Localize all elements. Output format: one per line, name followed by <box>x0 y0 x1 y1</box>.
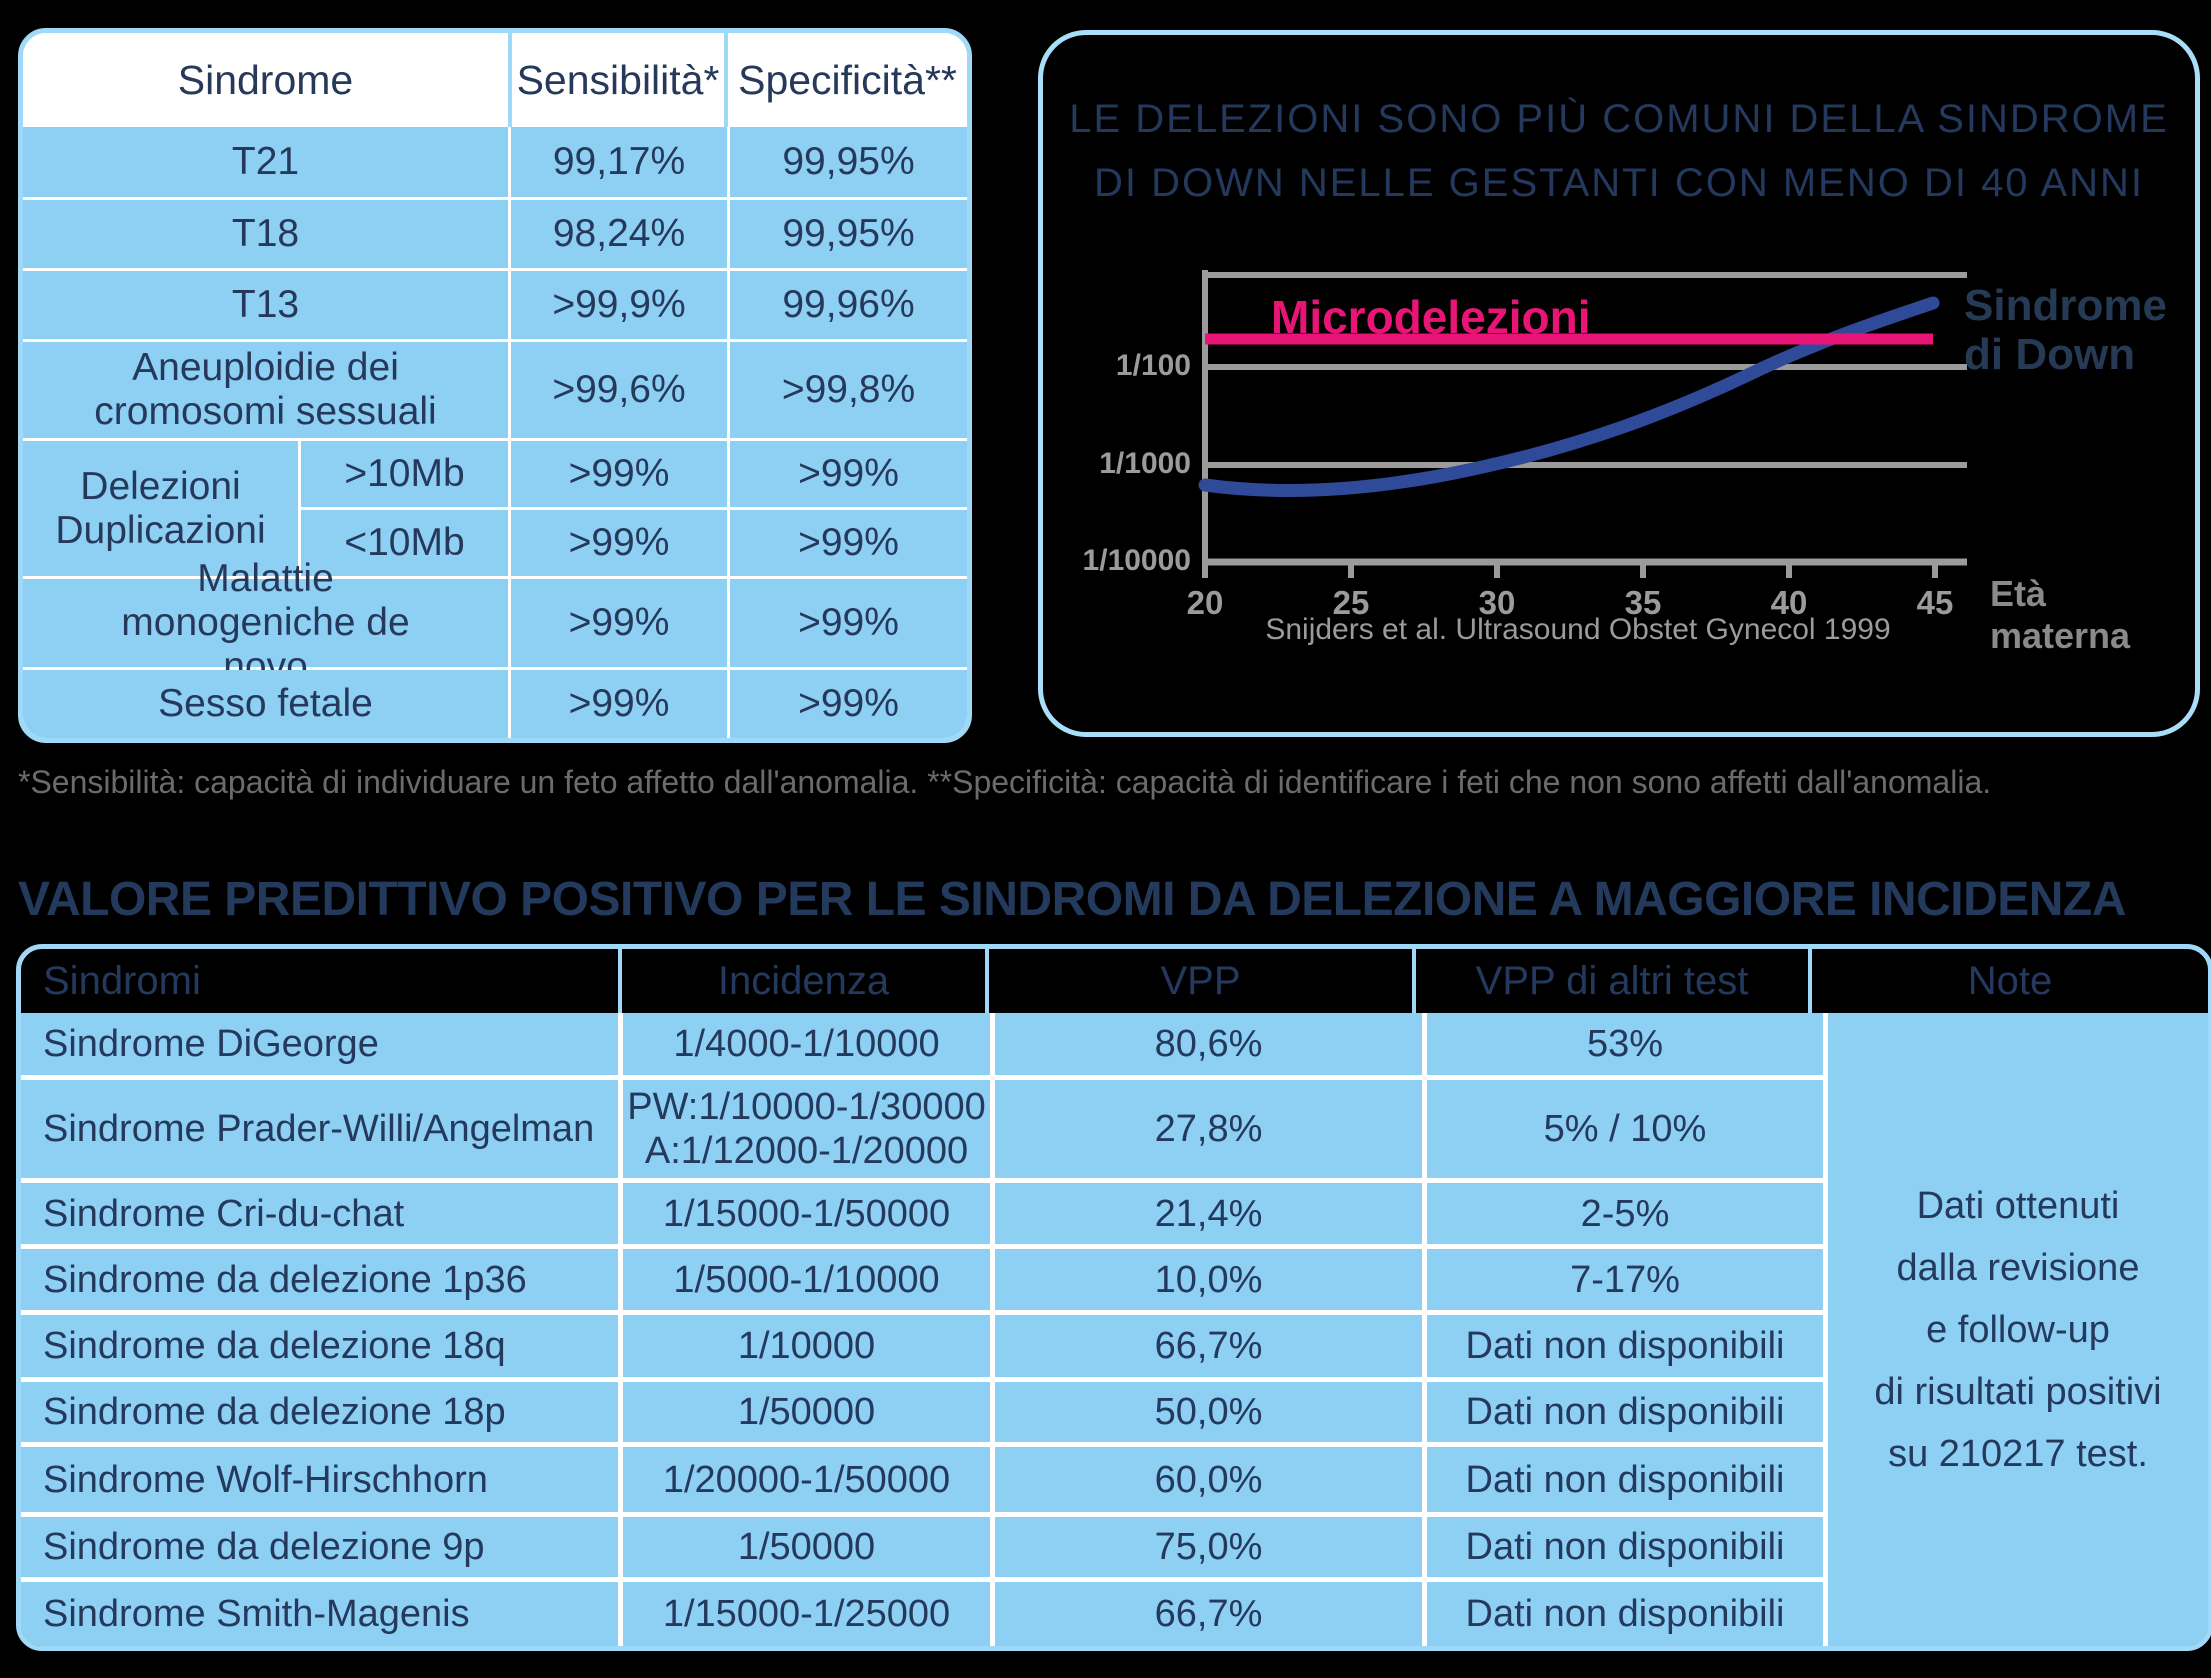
vpp-row-sindrome: Sindrome DiGeorge <box>21 1013 618 1075</box>
chart-panel: LE DELEZIONI SONO PIÙ COMUNI DELLA SINDR… <box>1038 30 2200 737</box>
vpp-row-vpp-altri: Dati non disponibili <box>1427 1447 1823 1512</box>
row-monogeniche-label: Malattie monogeniche de novo <box>23 557 508 688</box>
chart-title: LE DELEZIONI SONO PIÙ COMUNI DELLA SINDR… <box>1069 97 2169 205</box>
vpp-row-vpp: 21,4% <box>995 1183 1422 1244</box>
vpp-row-vpp-altri: 5% / 10% <box>1427 1080 1823 1178</box>
row-t13-label: T13 <box>23 271 508 339</box>
vpp-row-sindrome: Sindrome Cri-du-chat <box>21 1183 618 1244</box>
vpp-row-incidenza: 1/50000 <box>623 1382 990 1442</box>
x-tick-40: 40 <box>1770 584 1808 621</box>
vpp-row-incidenza: 1/4000-1/10000 <box>623 1013 990 1075</box>
row-t13-sens: >99,9% <box>511 271 727 339</box>
x-tick-20: 20 <box>1186 584 1224 621</box>
vpp-row-vpp: 66,7% <box>995 1582 1422 1646</box>
row-aneuploidie-label: Aneuploidie dei cromosomi sessuali <box>23 342 508 438</box>
row-t21-label: T21 <box>23 127 508 197</box>
vpp-row-vpp: 27,8% <box>995 1080 1422 1178</box>
vpp-row-vpp-altri: 53% <box>1427 1013 1823 1075</box>
vpp-row-incidenza: 1/5000-1/10000 <box>623 1249 990 1310</box>
vpp-row-sindrome: Sindrome da delezione 18p <box>21 1382 618 1442</box>
deletion-gt10mb-sens: >99% <box>511 441 727 507</box>
deletion-lt10mb-size: <10Mb <box>301 510 508 576</box>
screening-table-body: T21 99,17% 99,95% T18 98,24% 99,95% T13 … <box>23 127 967 738</box>
vpp-row-sindrome: Sindrome da delezione 18q <box>21 1315 618 1377</box>
x-tick-45: 45 <box>1916 584 1954 621</box>
vpp-row-sindrome: Sindrome da delezione 1p36 <box>21 1249 618 1310</box>
vpp-row-vpp-altri: Dati non disponibili <box>1427 1315 1823 1377</box>
vpp-row-incidenza: 1/20000-1/50000 <box>623 1447 990 1512</box>
down-syndrome-series-label: Sindrome di Down <box>1964 281 2167 379</box>
vpp-row-incidenza: 1/10000 <box>623 1315 990 1377</box>
note-cell: Dati ottenuti dalla revisione e follow-u… <box>1828 1013 2208 1646</box>
vpp-row-sindrome: Sindrome Prader-Willi/Angelman <box>21 1080 618 1178</box>
vpp-row-vpp-altri: Dati non disponibili <box>1427 1517 1823 1577</box>
deletion-gt10mb-size: >10Mb <box>301 441 508 507</box>
vpp-header-note: Note <box>1808 949 2208 1013</box>
row-monogeniche-sens: >99% <box>511 579 727 667</box>
vpp-header-incidenza: Incidenza <box>618 949 985 1013</box>
x-tick-35: 35 <box>1624 584 1662 621</box>
vpp-row-incidenza: 1/15000-1/50000 <box>623 1183 990 1244</box>
row-t21-sens: 99,17% <box>511 127 727 197</box>
row-sesso-sens: >99% <box>511 670 727 738</box>
row-t21-spec: 99,95% <box>730 127 967 197</box>
header-sindrome: Sindrome <box>177 56 354 103</box>
deletion-lt10mb-spec: >99% <box>730 510 967 576</box>
vpp-row-vpp-altri: 2-5% <box>1427 1183 1823 1244</box>
y-tick-1-100: 1/100 <box>1115 349 1191 382</box>
row-t13-spec: 99,96% <box>730 271 967 339</box>
vpp-row-sindrome: Sindrome da delezione 9p <box>21 1517 618 1577</box>
vpp-row-sindrome: Sindrome Wolf-Hirschhorn <box>21 1447 618 1512</box>
vpp-table-header: Sindromi Incidenza VPP VPP di altri test… <box>21 949 2208 1013</box>
row-t18-spec: 99,95% <box>730 200 967 268</box>
vpp-header-sindromi: Sindromi <box>43 958 201 1003</box>
row-sesso-label: Sesso fetale <box>23 670 508 738</box>
x-tick-25: 25 <box>1332 584 1370 621</box>
screening-table-header: Sindrome Sensibilità* Specificità** <box>23 33 967 127</box>
vpp-header-vpp-altri: VPP di altri test <box>1412 949 1808 1013</box>
vpp-row-sindrome: Sindrome Smith-Magenis <box>21 1582 618 1646</box>
vpp-row-vpp-altri: Dati non disponibili <box>1427 1382 1823 1442</box>
footnote: *Sensibilità: capacità di individuare un… <box>18 764 1992 800</box>
vpp-row-vpp: 50,0% <box>995 1382 1422 1442</box>
vpp-row-incidenza: PW:1/10000-1/30000 A:1/12000-1/20000 <box>623 1080 990 1178</box>
vpp-row-vpp: 60,0% <box>995 1447 1422 1512</box>
risk-chart <box>1198 270 1967 578</box>
vpp-row-vpp: 80,6% <box>995 1013 1422 1075</box>
vpp-row-vpp: 75,0% <box>995 1517 1422 1577</box>
deletion-gt10mb-spec: >99% <box>730 441 967 507</box>
vpp-table: Sindromi Incidenza VPP VPP di altri test… <box>16 944 2211 1651</box>
vpp-header-vpp: VPP <box>985 949 1412 1013</box>
vpp-row-vpp-altri: 7-17% <box>1427 1249 1823 1310</box>
deletion-duplication-label: Delezioni Duplicazioni <box>23 441 298 576</box>
vpp-table-body: Dati ottenuti dalla revisione e follow-u… <box>21 1013 2208 1646</box>
header-sensibilita: Sensibilità* <box>508 33 724 127</box>
row-sesso-spec: >99% <box>730 670 967 738</box>
y-tick-1-1000: 1/1000 <box>1099 447 1191 480</box>
chart-citation: Snijders et al. Ultrasound Obstet Gyneco… <box>1265 613 1891 646</box>
vpp-row-vpp: 66,7% <box>995 1315 1422 1377</box>
section-title: VALORE PREDITTIVO POSITIVO PER LE SINDRO… <box>18 873 2126 926</box>
x-axis-label: Età materna <box>1990 573 2131 656</box>
x-tick-30: 30 <box>1478 584 1516 621</box>
deletion-lt10mb-sens: >99% <box>511 510 727 576</box>
y-tick-1-10000: 1/10000 <box>1082 544 1191 577</box>
row-aneuploidie-sens: >99,6% <box>511 342 727 438</box>
microdeletions-series-label: Microdelezioni <box>1271 291 1591 343</box>
row-t18-label: T18 <box>23 200 508 268</box>
vpp-row-vpp-altri: Dati non disponibili <box>1427 1582 1823 1646</box>
vpp-row-vpp: 10,0% <box>995 1249 1422 1310</box>
vpp-row-incidenza: 1/50000 <box>623 1517 990 1577</box>
row-aneuploidie-spec: >99,8% <box>730 342 967 438</box>
screening-table: Sindrome Sensibilità* Specificità** T21 … <box>18 28 972 743</box>
header-specificita: Specificità** <box>724 33 967 127</box>
row-monogeniche-spec: >99% <box>730 579 967 667</box>
vpp-row-incidenza: 1/15000-1/25000 <box>623 1582 990 1646</box>
row-t18-sens: 98,24% <box>511 200 727 268</box>
